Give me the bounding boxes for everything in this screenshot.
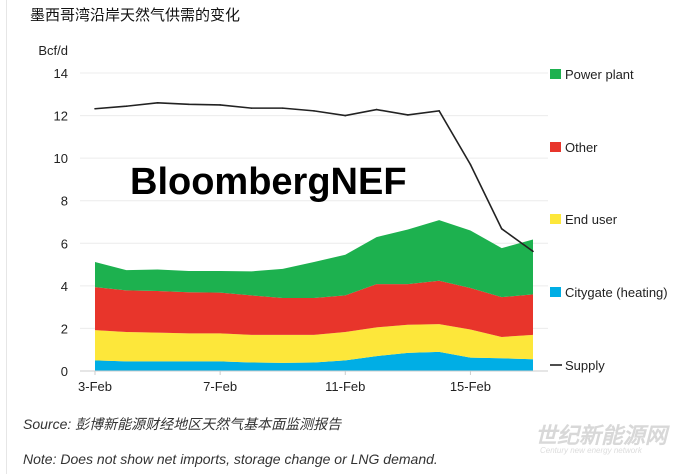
supply-point xyxy=(156,102,159,104)
bloombergnef-logo: BloombergNEF xyxy=(130,161,407,203)
supply-point xyxy=(125,105,128,108)
x-tick-label: 15-Feb xyxy=(450,379,491,394)
area-power-plant xyxy=(95,220,533,298)
area-end-user xyxy=(95,324,533,363)
source-text: Source: 彭博新能源财经地区天然气基本面监测报告 xyxy=(23,416,342,432)
supply-point xyxy=(94,107,96,110)
y-tick-label: 0 xyxy=(61,364,68,379)
legend-swatch xyxy=(550,287,561,297)
supply-point xyxy=(407,114,409,116)
legend-swatch xyxy=(550,142,561,152)
supply-point xyxy=(313,110,315,112)
legend-label: Supply xyxy=(565,358,605,373)
x-tick-label: 3-Feb xyxy=(78,379,112,394)
legend-label: Other xyxy=(565,140,598,155)
watermark-en: Century new energy network xyxy=(540,446,642,455)
legend-swatch xyxy=(550,214,561,224)
y-tick-label: 2 xyxy=(61,321,68,336)
y-axis-label: Bcf/d xyxy=(38,43,68,58)
supply-point xyxy=(219,104,221,106)
chart-title: 墨西哥湾沿岸天然气供需的变化 xyxy=(30,7,241,24)
supply-point xyxy=(375,108,378,111)
supply-point xyxy=(188,103,190,106)
supply-point xyxy=(344,114,347,117)
legend-label: End user xyxy=(565,212,618,227)
y-tick-label: 12 xyxy=(54,109,68,124)
supply-point xyxy=(469,163,472,166)
area-other xyxy=(95,280,533,337)
y-tick-label: 6 xyxy=(61,236,68,251)
supply-point xyxy=(250,107,253,109)
y-tick-label: 14 xyxy=(54,66,68,81)
x-tick-label: 7-Feb xyxy=(203,379,237,394)
legend-label: Power plant xyxy=(565,67,634,82)
supply-point xyxy=(281,107,284,109)
supply-point xyxy=(532,250,534,253)
y-tick-label: 4 xyxy=(61,279,68,294)
legend-swatch xyxy=(550,69,561,79)
supply-point xyxy=(438,110,440,112)
y-tick-label: 10 xyxy=(54,151,68,166)
left-border xyxy=(6,0,7,474)
x-tick-label: 11-Feb xyxy=(325,379,365,394)
supply-point xyxy=(500,228,503,230)
legend-label: Citygate (heating) xyxy=(565,285,668,300)
y-tick-label: 8 xyxy=(61,194,68,209)
watermark-cn: 世纪新能源网 xyxy=(535,423,668,448)
area-citygate-heating- xyxy=(95,351,533,371)
note-text: Note: Does not show net imports, storage… xyxy=(23,451,438,467)
